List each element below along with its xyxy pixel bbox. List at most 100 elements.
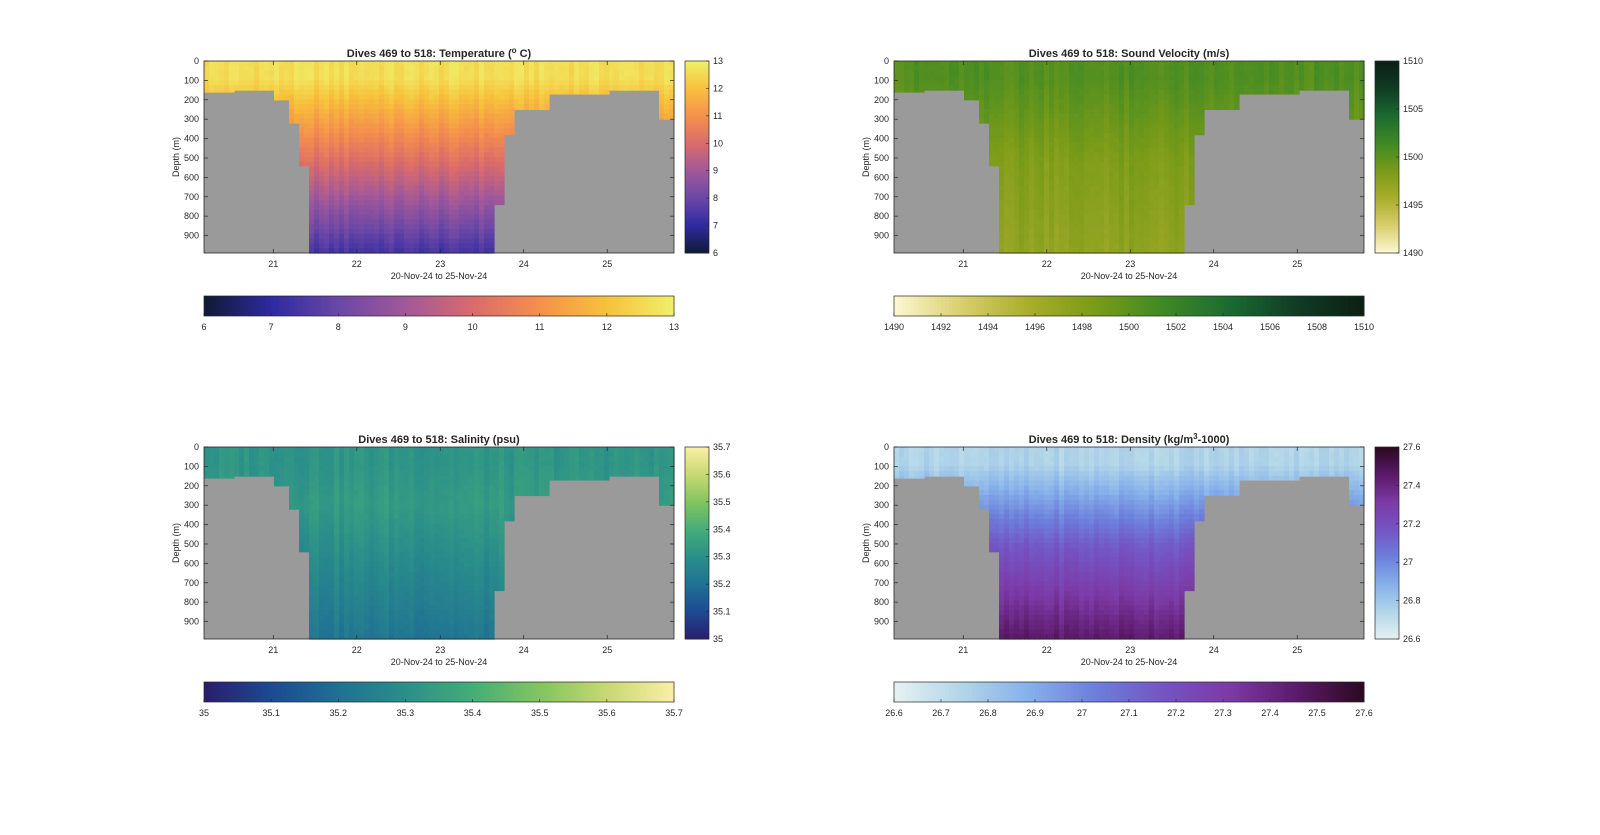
data-cell: [1334, 71, 1340, 76]
data-cell: [494, 114, 500, 119]
data-cell: [319, 119, 325, 124]
data-cell: [219, 457, 225, 462]
data-cell: [304, 123, 310, 128]
data-cell: [1044, 147, 1050, 152]
data-cell: [354, 66, 360, 71]
data-cell: [1219, 95, 1225, 100]
data-cell: [1094, 191, 1100, 196]
data-cell: [1194, 66, 1200, 71]
data-cell: [1174, 200, 1180, 205]
data-cell: [664, 104, 670, 109]
data-cell: [289, 452, 295, 457]
data-cell: [1044, 114, 1050, 119]
data-cell: [359, 99, 365, 104]
data-cell: [324, 543, 330, 548]
data-cell: [489, 200, 495, 205]
data-cell: [219, 66, 225, 71]
data-cell: [554, 71, 560, 76]
data-cell: [1269, 75, 1275, 80]
data-cell: [1054, 239, 1060, 244]
data-cell: [1114, 71, 1120, 76]
data-cell: [439, 181, 445, 186]
data-cell: [474, 210, 480, 215]
data-cell: [494, 75, 500, 80]
data-cell: [589, 75, 595, 80]
colorbar-segment: [685, 94, 709, 98]
data-cell: [1209, 75, 1215, 80]
data-cell: [339, 157, 345, 162]
colorbar-segment: [685, 181, 709, 185]
colorbar-segment: [945, 296, 949, 316]
data-cell: [369, 109, 375, 114]
data-cell: [1144, 162, 1150, 167]
data-cell: [244, 471, 250, 476]
data-cell: [424, 171, 430, 176]
data-cell: [1349, 85, 1355, 90]
data-cell: [384, 162, 390, 167]
data-cell: [1099, 128, 1105, 133]
data-cell: [1259, 80, 1265, 85]
colorbar-segment: [318, 296, 322, 316]
data-cell: [489, 224, 495, 229]
data-cell: [894, 66, 900, 71]
data-cell: [374, 162, 380, 167]
data-cell: [1279, 90, 1285, 95]
data-cell: [409, 85, 415, 90]
data-cell: [204, 66, 210, 71]
data-cell: [1069, 109, 1075, 114]
data-cell: [429, 90, 435, 95]
data-cell: [424, 75, 430, 80]
data-cell: [494, 181, 500, 186]
data-cell: [1109, 171, 1115, 176]
data-cell: [299, 505, 305, 510]
colorbar-segment: [369, 296, 373, 316]
data-cell: [309, 234, 315, 239]
data-cell: [304, 495, 310, 500]
data-cell: [379, 186, 385, 191]
colorbar-segment: [1375, 175, 1399, 179]
colorbar-segment: [1317, 296, 1321, 316]
data-cell: [319, 553, 325, 558]
data-cell: [499, 191, 505, 196]
data-cell: [324, 133, 330, 138]
data-cell: [1069, 200, 1075, 205]
data-cell: [1014, 167, 1020, 172]
data-cell: [359, 152, 365, 157]
data-cell: [299, 461, 305, 466]
data-cell: [314, 543, 320, 548]
data-cell: [909, 80, 915, 85]
data-cell: [304, 133, 310, 138]
data-cell: [1069, 104, 1075, 109]
data-cell: [1274, 71, 1280, 76]
data-cell: [474, 181, 480, 186]
data-cell: [474, 75, 480, 80]
data-cell: [1069, 195, 1075, 200]
data-cell: [1089, 61, 1095, 66]
data-cell: [309, 80, 315, 85]
data-cell: [484, 157, 490, 162]
data-cell: [489, 66, 495, 71]
data-cell: [459, 200, 465, 205]
data-cell: [1149, 66, 1155, 71]
data-cell: [464, 138, 470, 143]
data-cell: [979, 80, 985, 85]
data-cell: [429, 85, 435, 90]
data-cell: [1084, 162, 1090, 167]
data-cell: [374, 215, 380, 220]
data-cell: [224, 466, 230, 471]
data-cell: [329, 239, 335, 244]
data-cell: [294, 505, 300, 510]
data-cell: [1099, 181, 1105, 186]
data-cell: [359, 75, 365, 80]
data-cell: [409, 167, 415, 172]
data-cell: [1034, 181, 1040, 186]
data-cell: [1024, 229, 1030, 234]
data-cell: [1009, 90, 1015, 95]
data-cell: [339, 186, 345, 191]
colorbar-segment: [1297, 296, 1301, 316]
data-cell: [464, 71, 470, 76]
data-cell: [549, 71, 555, 76]
data-cell: [464, 195, 470, 200]
data-cell: [1079, 109, 1085, 114]
data-cell: [1234, 85, 1240, 90]
